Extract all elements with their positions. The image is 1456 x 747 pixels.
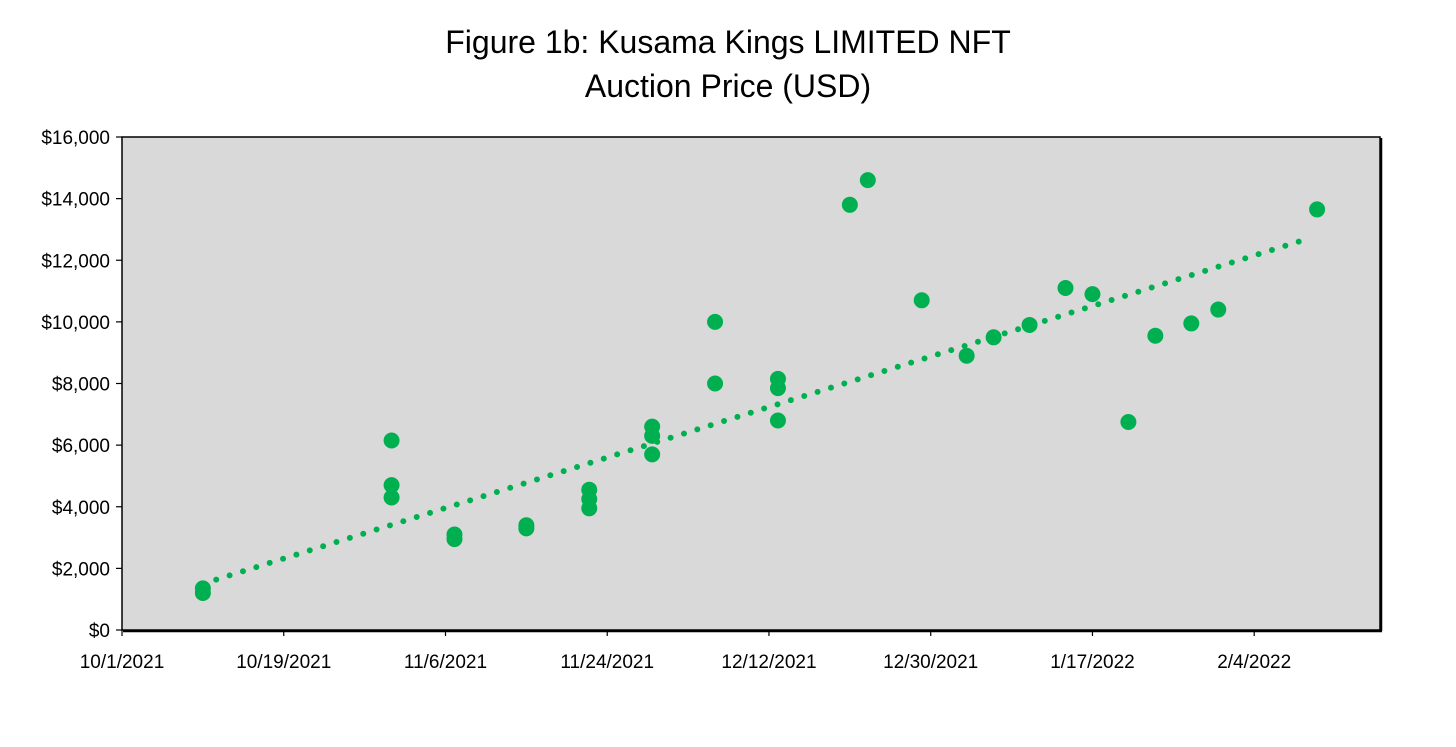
- x-axis-ticks: 10/1/2021 10/19/2021 11/6/2021 11/24/2021 12…: [80, 630, 1291, 673]
- data-point: [958, 347, 975, 364]
- trendline-layer: [199, 235, 1312, 587]
- y-tick-label: $4,000: [52, 498, 110, 519]
- data-points-layer: [194, 172, 1326, 602]
- data-point: [769, 380, 786, 397]
- x-tick-label: 10/1/2021: [80, 652, 165, 673]
- y-tick-label: $16,000: [41, 128, 110, 149]
- chart-title-line-1: Figure 1b: Kusama Kings LIMITED NFT: [445, 24, 1011, 60]
- x-tick-label: 11/24/2021: [560, 652, 654, 673]
- data-point: [707, 375, 724, 392]
- x-tick-label: 2/4/2022: [1217, 652, 1291, 673]
- data-point: [1120, 414, 1137, 431]
- data-point: [383, 477, 400, 494]
- y-tick-label: $0: [89, 621, 110, 642]
- x-tick-label: 12/30/2021: [883, 652, 978, 673]
- data-point: [1183, 315, 1200, 332]
- x-tick-label: 11/6/2021: [404, 652, 487, 673]
- data-point: [644, 427, 661, 444]
- data-point: [1210, 301, 1227, 318]
- data-point: [1021, 316, 1038, 333]
- data-point: [985, 329, 1002, 346]
- trendline: [199, 235, 1312, 587]
- data-point: [859, 172, 876, 189]
- x-tick-label: 12/12/2021: [721, 652, 816, 673]
- data-point: [841, 196, 858, 213]
- data-point: [1084, 286, 1101, 303]
- data-point: [194, 580, 211, 597]
- y-tick-label: $8,000: [52, 375, 110, 396]
- y-axis-ticks: $0 $2,000 $4,000 $6,000 $8,000 $10,000 $12,000…: [41, 128, 122, 642]
- data-point: [707, 313, 724, 330]
- data-point: [769, 412, 786, 429]
- y-tick-label: $12,000: [41, 251, 110, 272]
- x-tick-label: 10/19/2021: [236, 652, 331, 673]
- data-point: [1147, 327, 1164, 344]
- data-point: [1057, 279, 1074, 296]
- y-tick-label: $2,000: [52, 559, 110, 580]
- data-point: [383, 432, 400, 449]
- data-point: [913, 292, 930, 309]
- data-point: [644, 446, 661, 463]
- x-tick-label: 1/17/2022: [1050, 652, 1135, 673]
- plot-area: [121, 136, 1381, 631]
- data-point: [446, 531, 463, 548]
- y-tick-label: $10,000: [41, 313, 110, 334]
- data-point: [1309, 201, 1326, 218]
- y-tick-label: $6,000: [52, 436, 110, 457]
- data-point: [383, 489, 400, 506]
- data-point: [518, 520, 535, 537]
- chart-title-line-2: Auction Price (USD): [584, 68, 872, 104]
- y-tick-label: $14,000: [41, 190, 110, 211]
- data-point: [581, 500, 598, 517]
